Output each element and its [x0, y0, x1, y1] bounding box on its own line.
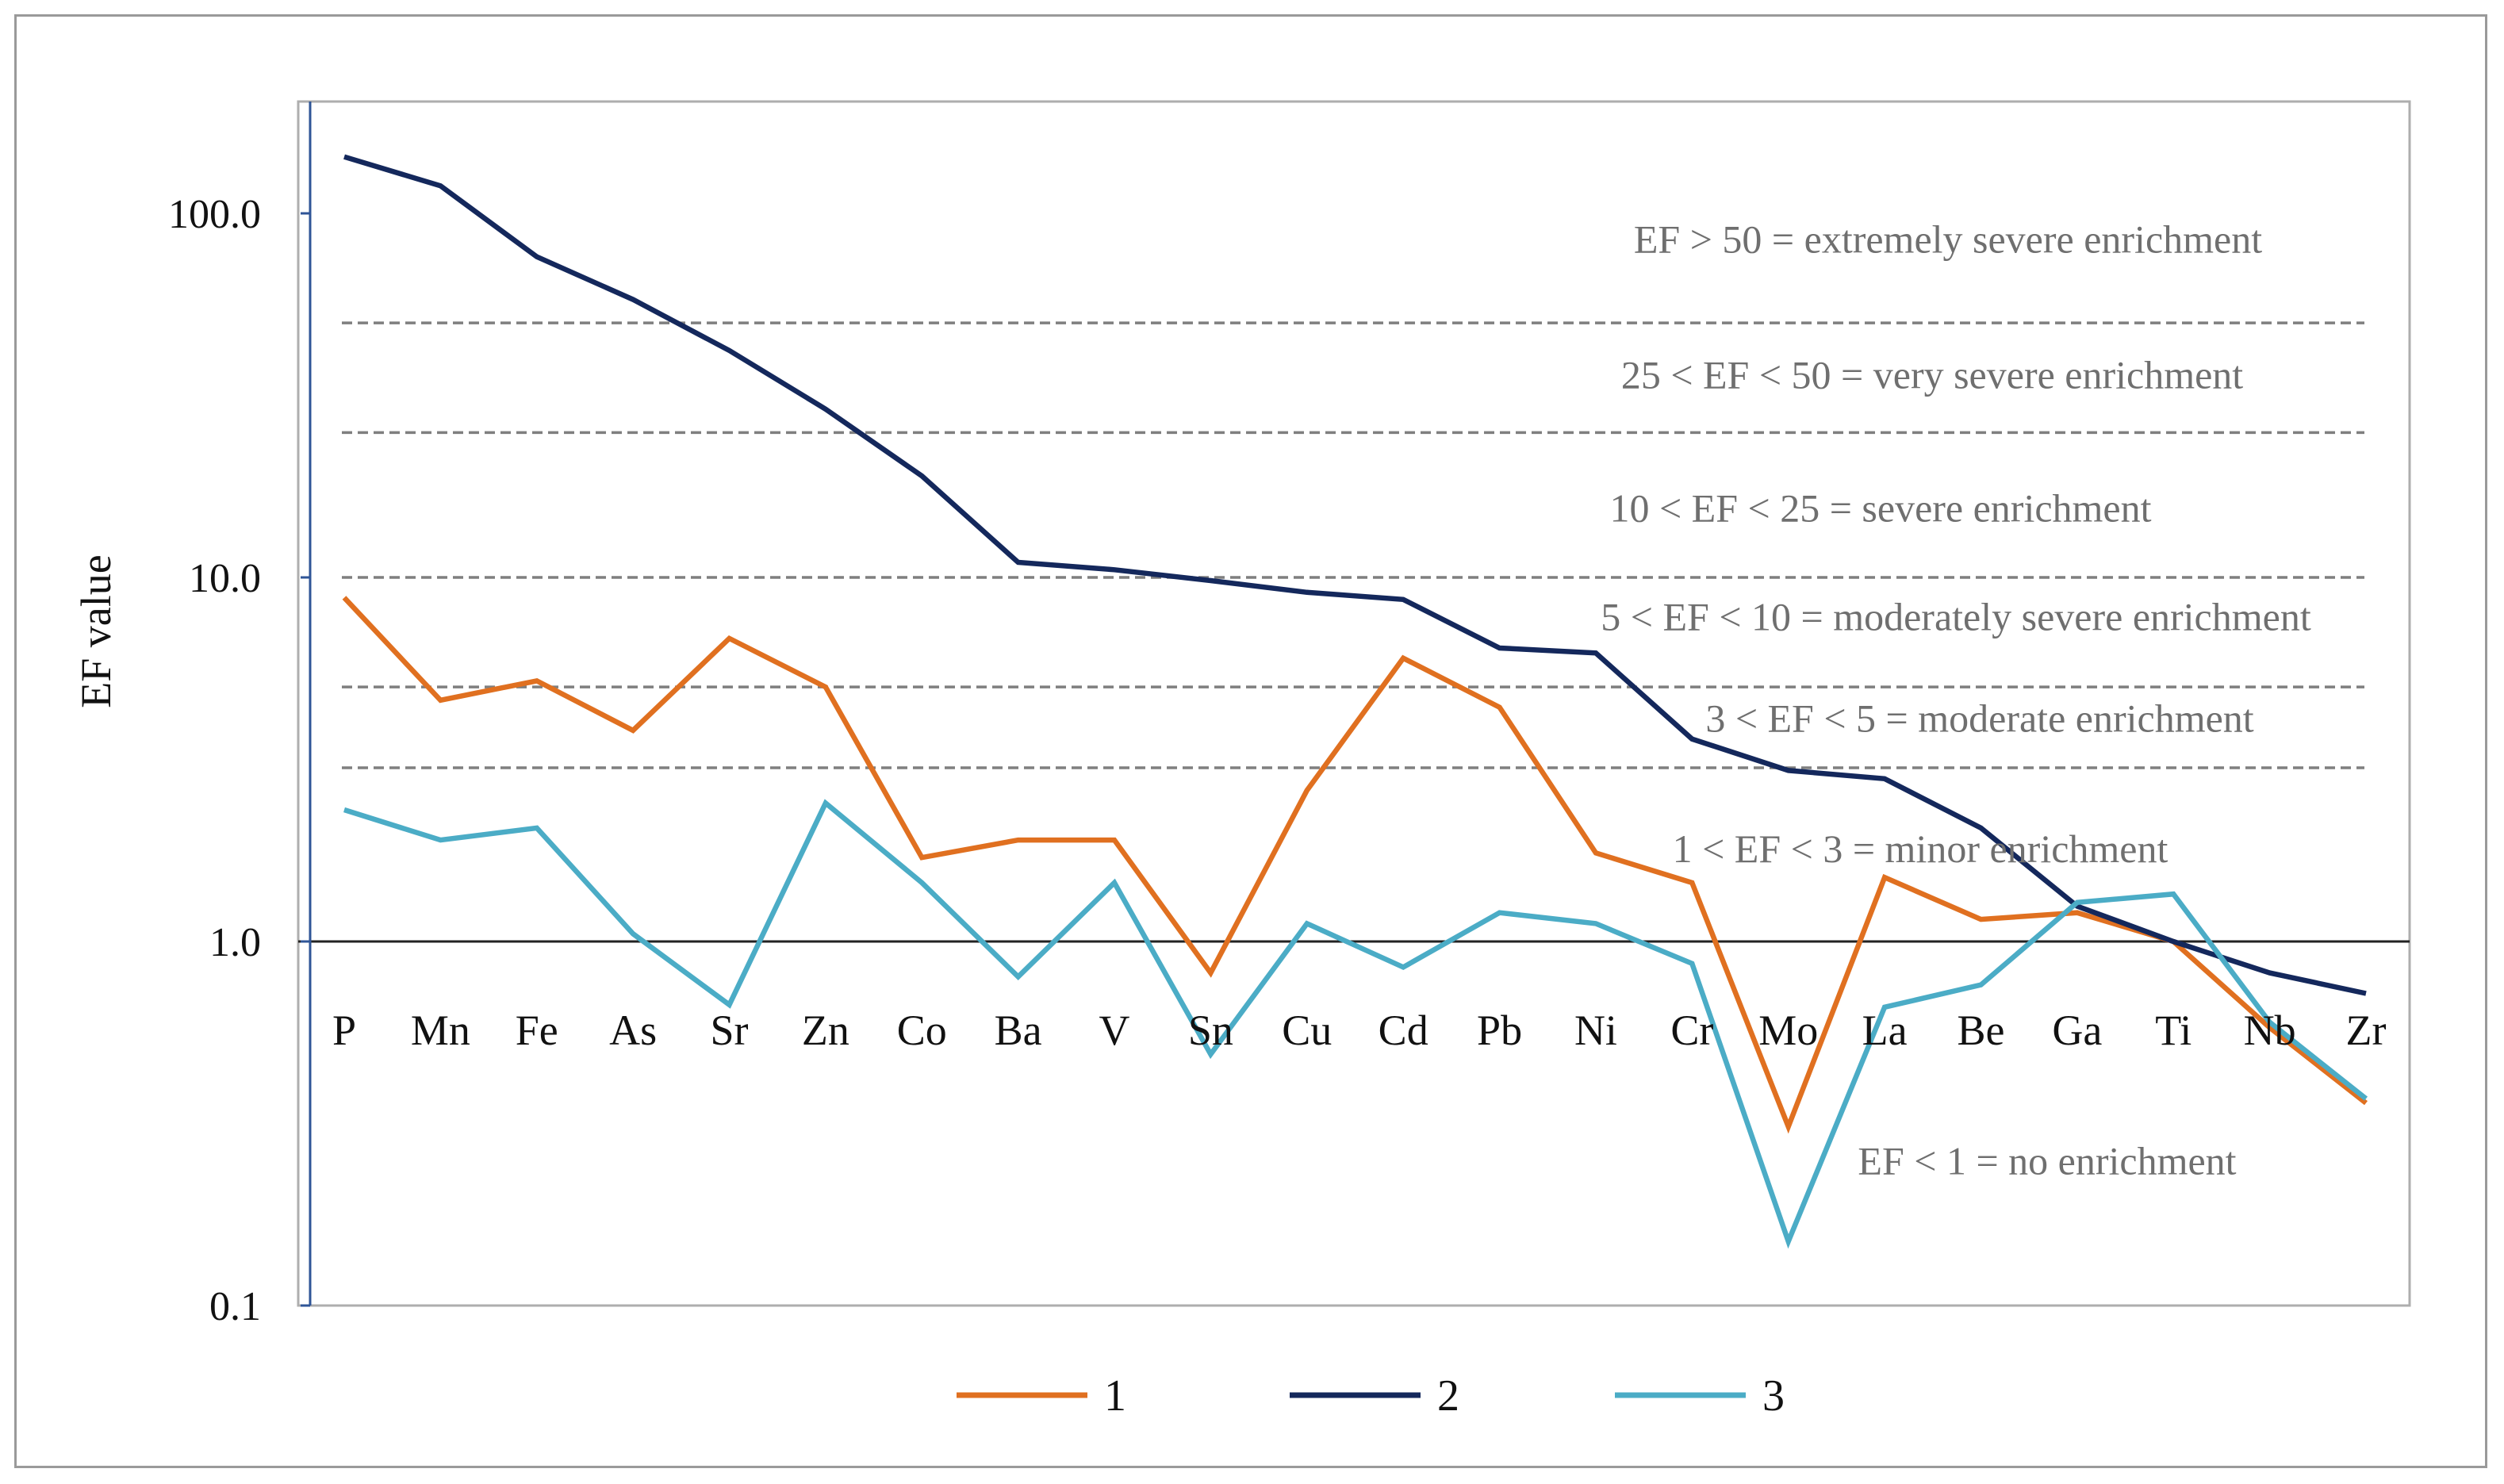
x-tick-label: Sr — [711, 1007, 749, 1054]
legend-label-1: 1 — [1104, 1371, 1126, 1421]
annotation-text: EF > 50 = extremely severe enrichment — [1634, 217, 2262, 261]
y-axis-label: EF value — [72, 554, 120, 707]
x-tick-label: Zr — [2346, 1007, 2387, 1054]
x-tick-label: Ba — [995, 1007, 1042, 1054]
x-tick-label: Pb — [1477, 1007, 1522, 1054]
x-tick-label: Cd — [1379, 1007, 1428, 1054]
x-tick-label: Mo — [1758, 1007, 1818, 1054]
x-tick-label: Zn — [802, 1007, 849, 1054]
annotation-text: 10 < EF < 25 = severe enrichment — [1609, 486, 2151, 531]
x-tick-label: As — [609, 1007, 657, 1054]
x-tick-label: Ni — [1574, 1007, 1617, 1054]
y-axis: 0.1 1.0 10.0 100.0 — [168, 102, 312, 1329]
x-tick-label: P — [332, 1007, 356, 1054]
series-3-line — [343, 799, 2368, 1249]
chart-frame: 0.1 1.0 10.0 100.0 P Mn Fe As Sr Zn Co Ba V Sn Cu Cd Pb… — [14, 14, 2487, 1468]
y-tick-label: 10.0 — [189, 556, 261, 601]
x-tick-label: V — [1099, 1007, 1130, 1054]
x-tick-label: Sn — [1188, 1007, 1233, 1054]
series-lines — [342, 154, 2368, 1249]
x-tick-label: Ga — [2052, 1007, 2102, 1054]
x-tick-label: Cu — [1282, 1007, 1332, 1054]
series-1-line — [342, 596, 2368, 1134]
y-tick-label: 1.0 — [209, 920, 261, 965]
legend: 1 2 3 — [957, 1371, 1785, 1421]
series-2-line — [343, 154, 2367, 996]
y-tick-label: 100.0 — [168, 192, 261, 237]
x-tick-labels: P Mn Fe As Sr Zn Co Ba V Sn Cu Cd Pb Ni Cr Mo La Be Ga Ti Nb… — [332, 1007, 2387, 1054]
annotation-text: 25 < EF < 50 = very severe enrichment — [1621, 353, 2243, 397]
legend-label-2: 2 — [1437, 1371, 1459, 1421]
x-tick-label: Co — [897, 1007, 947, 1054]
x-tick-label: Fe — [516, 1007, 558, 1054]
x-tick-label: Cr — [1670, 1007, 1713, 1054]
annotation-text: EF < 1 = no enrichment — [1858, 1138, 2236, 1183]
annotation-text: 1 < EF < 3 = minor enrichment — [1673, 826, 2168, 871]
x-tick-label: Be — [1957, 1007, 2004, 1054]
x-tick-label: Mn — [411, 1007, 470, 1054]
x-tick-label: La — [1862, 1007, 1908, 1054]
x-tick-label: Nb — [2244, 1007, 2296, 1054]
annotation-text: 5 < EF < 10 = moderately severe enrichme… — [1601, 595, 2311, 639]
chart: 0.1 1.0 10.0 100.0 P Mn Fe As Sr Zn Co Ba V Sn Cu Cd Pb… — [72, 100, 2411, 1421]
x-tick-label: Ti — [2155, 1007, 2191, 1054]
legend-label-3: 3 — [1762, 1371, 1785, 1421]
plot-area — [297, 100, 2411, 1307]
enrichment-annotations: EF > 50 = extremely severe enrichment 25 … — [1601, 217, 2311, 1183]
y-tick-label: 0.1 — [209, 1284, 261, 1329]
annotation-text: 3 < EF < 5 = moderate enrichment — [1705, 696, 2253, 741]
